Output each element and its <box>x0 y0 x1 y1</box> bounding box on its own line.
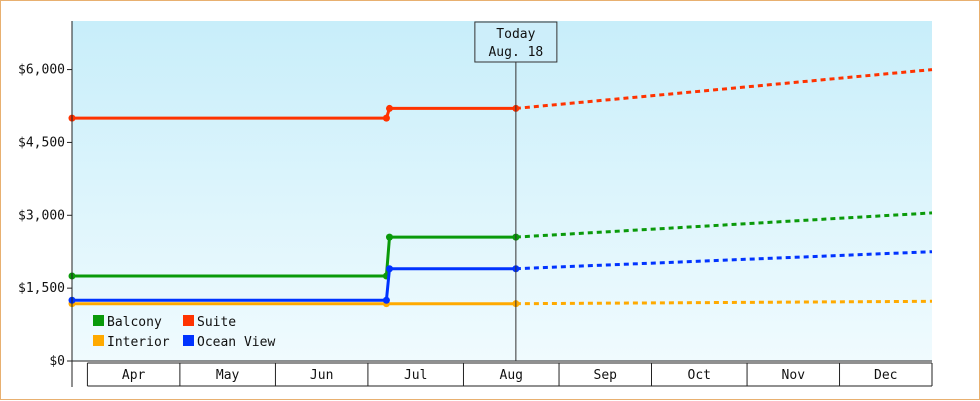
x-tick-label: Jun <box>310 368 333 383</box>
data-point <box>385 104 393 112</box>
x-tick-label: Nov <box>782 368 806 383</box>
data-point <box>385 233 393 241</box>
month-axis-row: Apr May Jun Jul Aug Sep Oct Nov Dec <box>86 362 933 387</box>
y-tick-label: $3,000 <box>18 208 65 223</box>
axes-layer: $0 $1,500 $3,000 $4,500 $6,000 Apr May Jun Jul Au… <box>18 21 933 387</box>
forecast-line <box>515 68 933 110</box>
legend-label: Interior <box>107 335 170 350</box>
legend-label: Ocean View <box>197 335 275 350</box>
y-tick-label: $1,500 <box>18 281 65 296</box>
forecast-line <box>515 299 933 306</box>
forecast-line <box>515 250 933 271</box>
today-date-label: Aug. 18 <box>488 45 543 60</box>
legend-label: Suite <box>197 315 236 330</box>
x-tick-label: Dec <box>874 368 897 383</box>
legend-item-balcony: Balcony <box>93 315 162 330</box>
x-tick-label: Apr <box>122 368 146 383</box>
data-point <box>382 114 390 122</box>
x-tick-label: Jul <box>404 368 427 383</box>
data-point <box>382 296 390 304</box>
series-suite <box>68 68 933 122</box>
x-tick-label: Oct <box>688 368 711 383</box>
legend-swatch <box>93 315 104 326</box>
legend-swatch <box>183 315 194 326</box>
series-line <box>72 106 516 120</box>
plot-area <box>72 21 932 361</box>
legend: Balcony Suite Interior Ocean View <box>93 315 275 350</box>
legend-label: Balcony <box>107 315 162 330</box>
x-tick-label: May <box>216 368 240 383</box>
data-point <box>385 265 393 273</box>
y-tick-label: $0 <box>49 354 65 369</box>
series-line <box>72 267 516 302</box>
today-label: Today <box>496 27 535 42</box>
series-layer <box>68 68 933 308</box>
legend-item-ocean-view: Ocean View <box>183 335 275 350</box>
series-line <box>72 235 516 278</box>
legend-item-suite: Suite <box>183 315 236 330</box>
x-tick-label: Aug <box>500 368 523 383</box>
y-tick-label: $4,500 <box>18 135 65 150</box>
x-tick-label: Sep <box>594 368 618 383</box>
legend-item-interior: Interior <box>93 335 170 350</box>
series-ocean-view <box>68 250 933 304</box>
y-tick-label: $6,000 <box>18 63 65 78</box>
forecast-line <box>515 211 933 239</box>
today-box <box>474 21 558 63</box>
today-marker: Today Aug. 18 <box>474 21 558 361</box>
legend-swatch <box>183 335 194 346</box>
legend-swatch <box>93 335 104 346</box>
